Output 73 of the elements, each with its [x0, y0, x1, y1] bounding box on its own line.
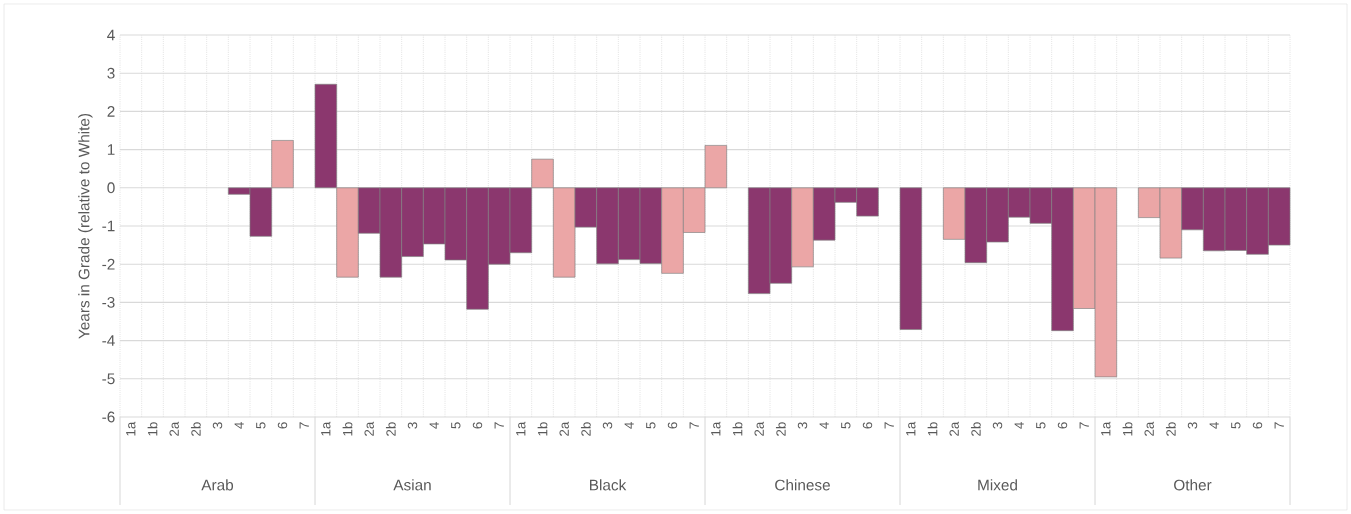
x-tick-label: 4	[429, 422, 439, 429]
text: Black	[590, 479, 627, 491]
x-tick-label: 2b	[1165, 422, 1176, 436]
y-tick-label: 0	[107, 182, 115, 194]
x-tick-label: 2a	[754, 421, 764, 436]
x-tick-label: 6	[277, 422, 288, 429]
x-tick-label: 4	[1014, 422, 1024, 429]
x-tick-label: 6	[472, 422, 483, 429]
x-tick-label: 6	[862, 422, 873, 429]
text: Arab	[201, 479, 234, 491]
y-tick-label: -2	[102, 258, 115, 270]
text: Other	[1174, 479, 1212, 491]
x-tick-label: 3	[992, 422, 1003, 429]
x-tick-label: 7	[299, 422, 309, 429]
x-tick-label: 3	[1187, 422, 1198, 429]
x-tick-label: 7	[1274, 422, 1284, 429]
x-tick-label: 2a	[949, 421, 959, 436]
y-tick-label: 1	[107, 144, 115, 155]
x-tick-label: 7	[494, 422, 504, 429]
x-tick-label: 7	[689, 422, 699, 429]
x-tick-label: 5	[256, 422, 266, 429]
y-tick-label: -1	[102, 220, 115, 232]
x-tick-label: 7	[1079, 422, 1089, 429]
text: Mixed	[978, 479, 1017, 491]
x-tick-label: 5	[451, 422, 461, 429]
x-tick-label: 2b	[970, 422, 981, 436]
x-tick-label: 4	[234, 422, 244, 429]
x-tick-label: 1a	[126, 421, 136, 436]
x-tick-label: 1b	[927, 422, 938, 436]
x-tick-label: 1b	[732, 422, 743, 436]
text: Chinese	[775, 479, 830, 491]
y-tick-label: -3	[102, 296, 115, 308]
y-axis-title: Years in Grade (relative to White)	[78, 113, 93, 339]
x-tick-label: 4	[624, 422, 634, 429]
x-tick-label: 2b	[580, 422, 591, 436]
x-tick-label: 2a	[1144, 421, 1154, 436]
x-tick-label: 3	[797, 422, 808, 429]
y-tick-label: -6	[102, 411, 115, 423]
x-tick-label: 1a	[516, 421, 526, 436]
x-tick-label: 7	[884, 422, 894, 429]
y-tick-label: -5	[102, 373, 115, 385]
x-tick-label: 1a	[906, 421, 916, 436]
x-tick-label: 4	[1209, 422, 1219, 429]
x-tick-label: 1b	[147, 422, 158, 436]
x-tick-label: 5	[646, 422, 656, 429]
x-tick-label: 1b	[537, 422, 548, 436]
x-tick-label: 2b	[775, 422, 786, 436]
x-tick-label: 1a	[321, 421, 331, 436]
x-tick-label: 3	[602, 422, 613, 429]
x-tick-label: 3	[212, 422, 223, 429]
x-tick-label: 2b	[385, 422, 396, 436]
x-tick-label: 4	[819, 422, 829, 429]
x-tick-label: 5	[841, 422, 851, 429]
x-tick-label: 2a	[559, 421, 569, 436]
x-tick-label: 6	[1057, 422, 1068, 429]
x-tick-label: 6	[1252, 422, 1263, 429]
x-tick-label: 2a	[169, 421, 179, 436]
x-tick-label: 2a	[364, 421, 374, 436]
x-tick-label: 2b	[190, 422, 201, 436]
y-tick-label: 2	[107, 106, 115, 117]
bar	[899, 187, 923, 330]
x-tick-label: 1a	[711, 421, 721, 436]
x-tick-label: 5	[1231, 422, 1241, 429]
y-tick-label: 4	[107, 29, 115, 41]
y-tick-label: -4	[102, 335, 115, 346]
x-tick-label: 5	[1036, 422, 1046, 429]
x-tick-label: 1b	[342, 422, 353, 436]
x-tick-label: 6	[667, 422, 678, 429]
x-tick-label: 1b	[1122, 422, 1133, 436]
x-tick-label: 3	[407, 422, 418, 429]
y-tick-label: 3	[107, 67, 115, 79]
x-tick-label: 1a	[1101, 421, 1111, 436]
text: Asian	[393, 479, 431, 491]
